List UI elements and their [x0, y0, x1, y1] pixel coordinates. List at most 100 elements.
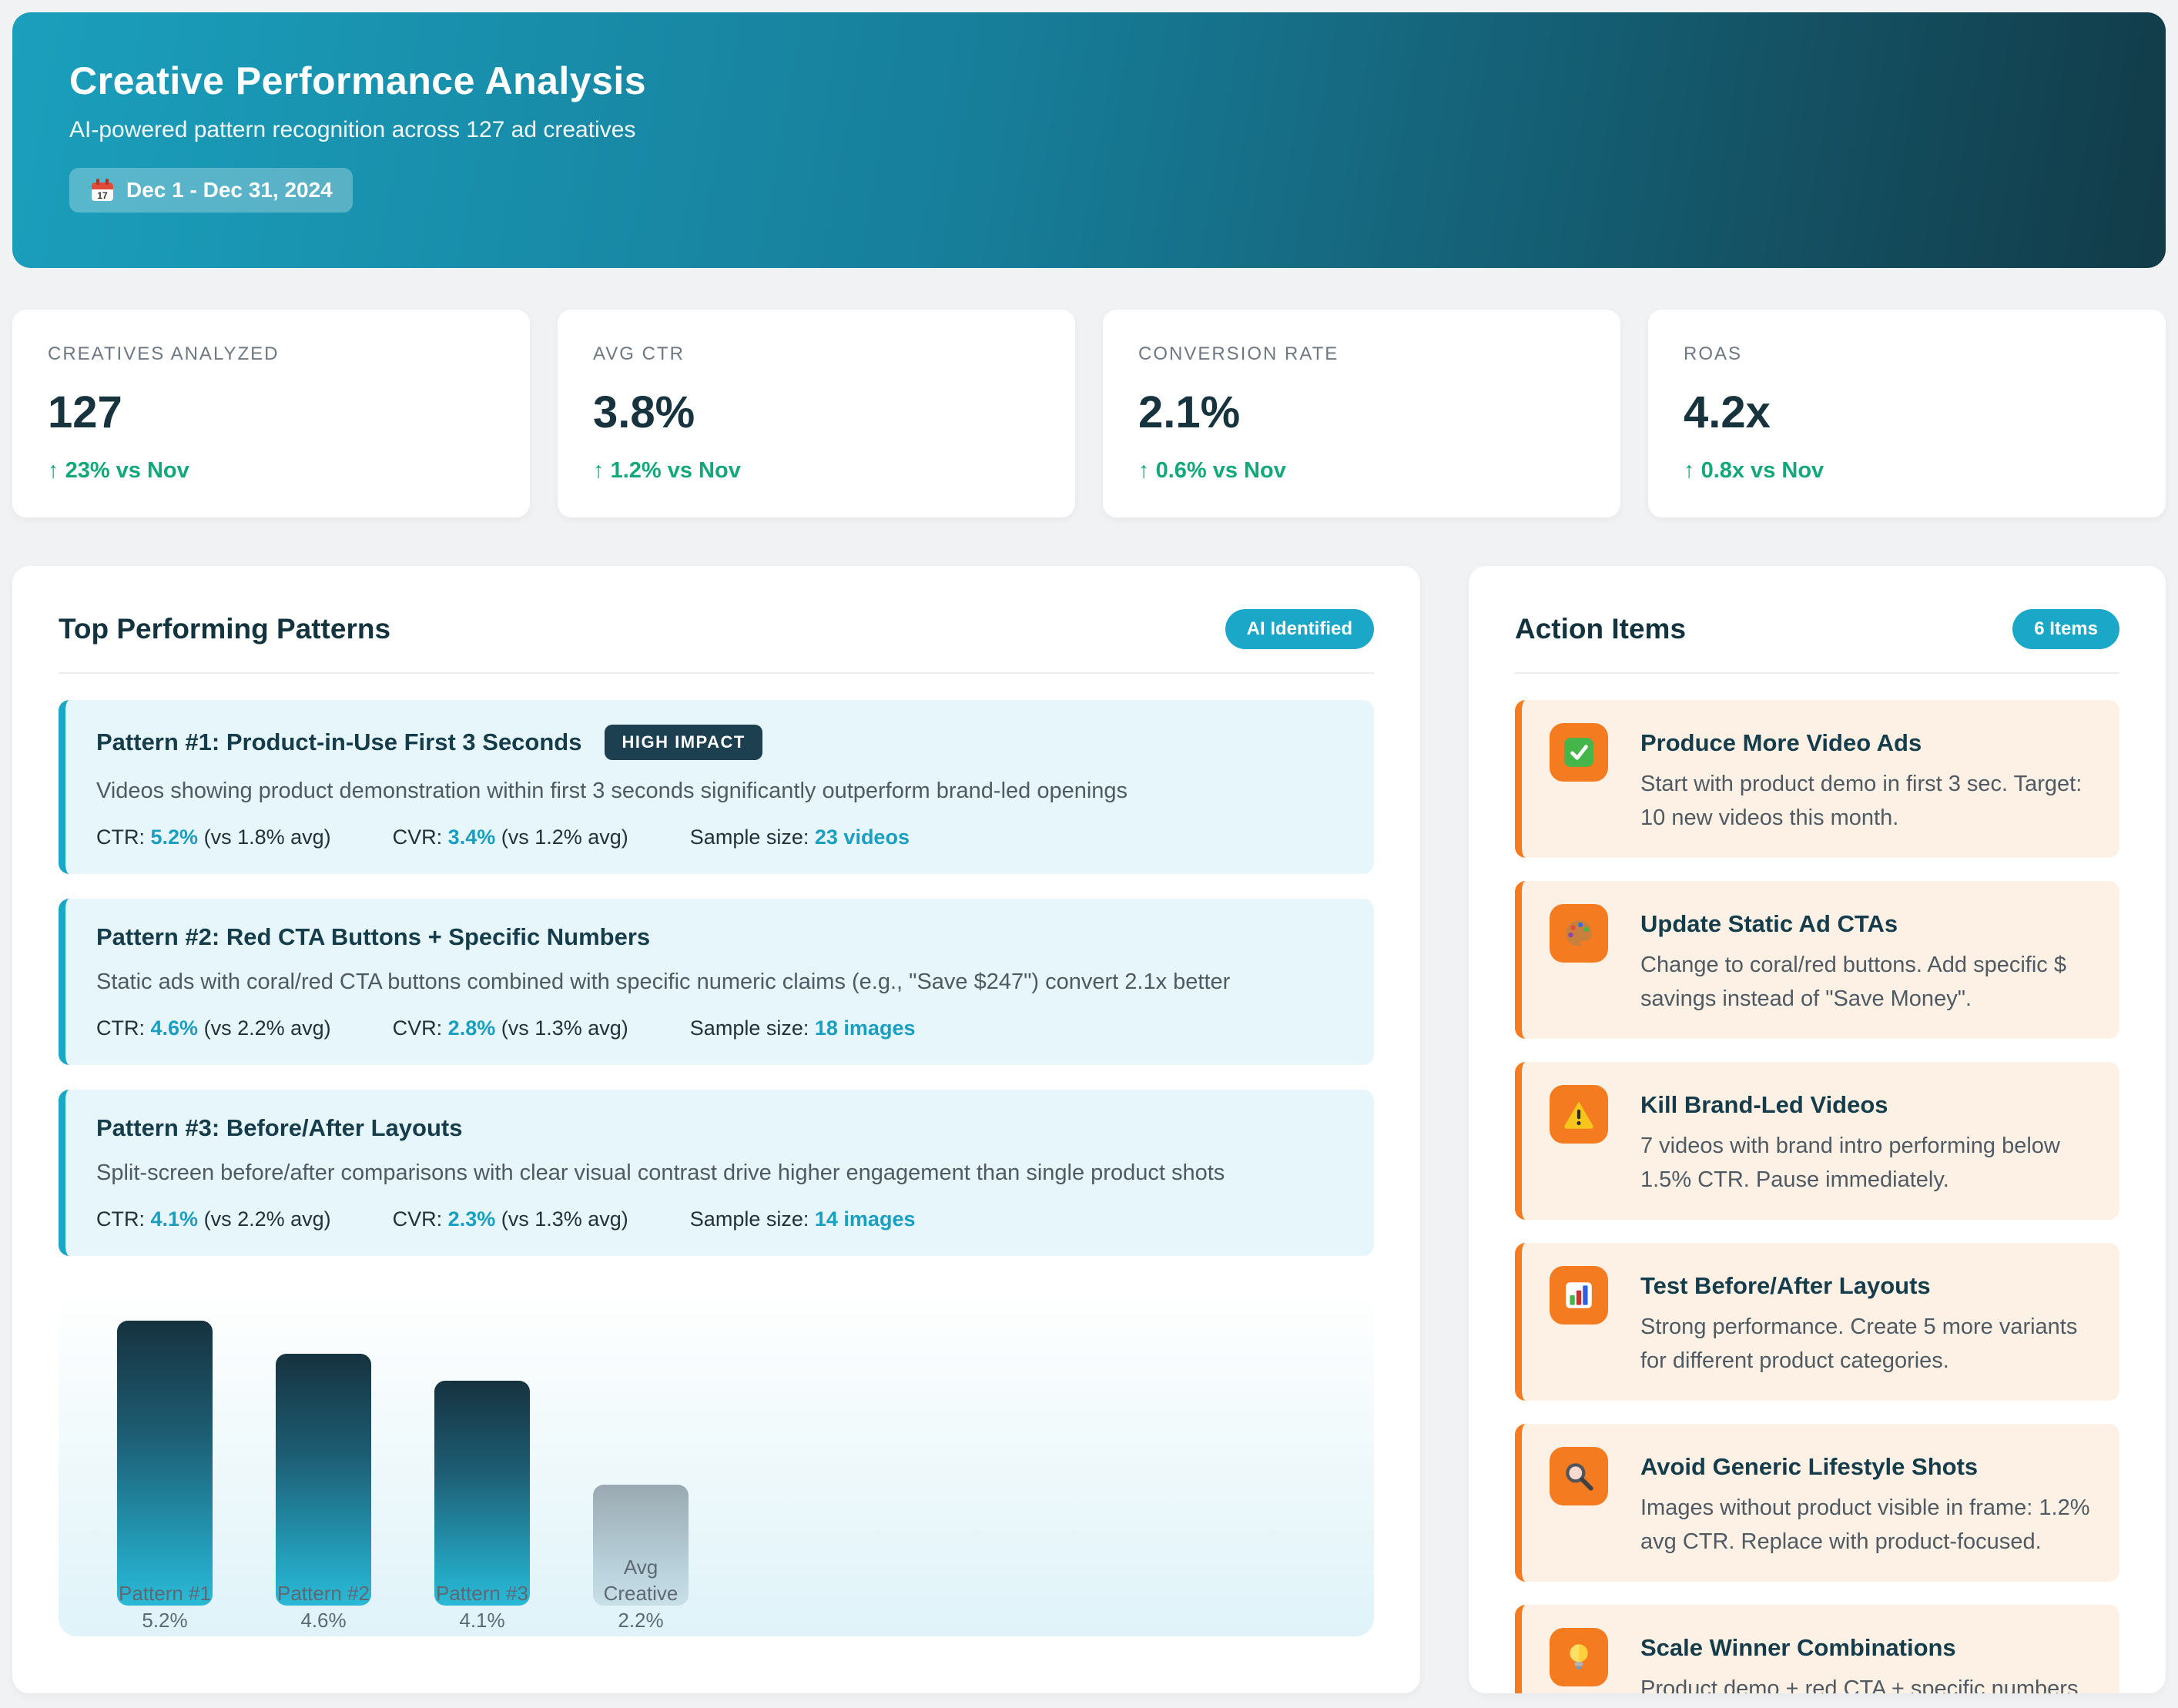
stat-delta-text: 23% vs Nov [65, 458, 189, 483]
bar-column: Pattern #1 5.2% [117, 1321, 213, 1632]
bar-label: Pattern #2 4.6% [271, 1580, 376, 1633]
up-arrow-icon: ↑ [1138, 458, 1150, 483]
cvr-vs: (vs 1.3% avg) [501, 1207, 628, 1231]
bar-category: Pattern #1 [119, 1582, 211, 1606]
pattern-stats: CTR: 4.6% (vs 2.2% avg) CVR: 2.8% (vs 1.… [96, 1016, 1343, 1040]
ctr-bar-chart: Pattern #1 5.2% Pattern #2 4.6% [59, 1290, 1374, 1636]
magnifier-icon [1550, 1447, 1608, 1505]
ctr-value: 4.6% [150, 1016, 199, 1040]
sample-value: 14 images [814, 1207, 916, 1231]
calendar-icon: 17 [89, 177, 116, 203]
ctr-label: CTR: [96, 826, 145, 849]
action-title: Kill Brand-Led Videos [1640, 1091, 1888, 1118]
stat-card-creatives: CREATIVES ANALYZED 127 ↑ 23% vs Nov [12, 310, 530, 517]
bar-value: 5.2% [142, 1608, 188, 1632]
ctr-vs: (vs 2.2% avg) [203, 1016, 331, 1040]
action-item-avoid-lifestyle-shots: Avoid Generic Lifestyle Shots Images wit… [1515, 1424, 2119, 1582]
stat-value: 4.2x [1684, 387, 1771, 437]
cvr-value: 2.3% [447, 1207, 496, 1231]
action-description: 7 videos with brand intro performing bel… [1640, 1134, 2060, 1192]
up-arrow-icon: ↑ [1684, 458, 1695, 483]
action-title: Avoid Generic Lifestyle Shots [1640, 1453, 1979, 1480]
main-content: Top Performing Patterns AI Identified Pa… [12, 566, 2166, 1693]
stat-value: 3.8% [593, 387, 695, 437]
date-range-chip[interactable]: 17 Dec 1 - Dec 31, 2024 [69, 168, 353, 213]
warning-icon [1550, 1085, 1608, 1144]
ctr-vs: (vs 1.8% avg) [203, 826, 331, 849]
pattern-stats: CTR: 4.1% (vs 2.2% avg) CVR: 2.3% (vs 1.… [96, 1207, 1343, 1231]
bar-pattern-2 [276, 1354, 371, 1606]
pattern-title: Pattern #3: Before/After Layouts [96, 1114, 463, 1141]
cvr-label: CVR: [392, 1207, 443, 1231]
bar-column: Avg Creative 2.2% [593, 1485, 689, 1632]
stat-value: 127 [48, 387, 122, 437]
stats-row: CREATIVES ANALYZED 127 ↑ 23% vs Nov AVG … [12, 310, 2166, 517]
bar-column: Pattern #3 4.1% [434, 1381, 530, 1632]
bar-value: 4.6% [300, 1608, 347, 1632]
ctr-label: CTR: [96, 1207, 145, 1231]
cvr-label: CVR: [392, 826, 443, 849]
cvr-value: 3.4% [447, 826, 496, 849]
up-arrow-icon: ↑ [593, 458, 605, 483]
stat-value: 2.1% [1138, 387, 1241, 437]
sample-value: 23 videos [814, 826, 910, 849]
sample-value: 18 images [814, 1016, 916, 1040]
items-count-badge: 6 Items [2012, 609, 2119, 649]
bar-label: Avg Creative 2.2% [588, 1554, 693, 1633]
ctr-value: 4.1% [150, 1207, 199, 1231]
bar-avg-creative [593, 1485, 689, 1606]
cvr-vs: (vs 1.2% avg) [501, 826, 628, 849]
action-items-panel-header: Action Items 6 Items [1515, 609, 2119, 649]
patterns-panel-header: Top Performing Patterns AI Identified [59, 609, 1374, 649]
lightbulb-icon [1550, 1628, 1608, 1686]
bar-label: Pattern #3 4.1% [430, 1580, 534, 1633]
date-range-label: Dec 1 - Dec 31, 2024 [126, 178, 333, 202]
sample-label: Sample size: [689, 826, 809, 849]
stat-label: CONVERSION RATE [1138, 343, 1339, 364]
action-item-scale-winners: Scale Winner Combinations Product demo +… [1515, 1605, 2119, 1693]
palette-icon [1550, 904, 1608, 963]
pattern-card-1: Pattern #1: Product-in-Use First 3 Secon… [59, 700, 1374, 874]
sample-label: Sample size: [689, 1016, 809, 1040]
pattern-card-3: Pattern #3: Before/After Layouts Split-s… [59, 1090, 1374, 1256]
action-description: Strong performance. Create 5 more varian… [1640, 1314, 2078, 1373]
stat-delta-text: 1.2% vs Nov [610, 458, 741, 483]
action-title: Scale Winner Combinations [1640, 1634, 1956, 1661]
bar-pattern-3 [434, 1381, 530, 1606]
bar-category: Pattern #3 [436, 1582, 528, 1606]
stat-card-roas: ROAS 4.2x ↑ 0.8x vs Nov [1648, 310, 2166, 517]
svg-text:17: 17 [97, 190, 108, 201]
stat-delta: ↑ 1.2% vs Nov [593, 458, 1040, 484]
action-items-panel: Action Items 6 Items Produce More Video … [1469, 566, 2166, 1693]
bar-value: 2.2% [618, 1608, 664, 1632]
ctr-vs: (vs 2.2% avg) [203, 1207, 331, 1231]
bar-label: Pattern #1 5.2% [112, 1580, 217, 1633]
pattern-description: Videos showing product demonstration wit… [96, 779, 1128, 803]
action-title: Update Static Ad CTAs [1640, 910, 1898, 937]
stat-label: CREATIVES ANALYZED [48, 343, 280, 364]
stat-delta: ↑ 0.6% vs Nov [1138, 458, 1585, 484]
ctr-value: 5.2% [150, 826, 199, 849]
stat-delta: ↑ 0.8x vs Nov [1684, 458, 2130, 484]
stat-delta-text: 0.8x vs Nov [1701, 458, 1824, 483]
action-description: Change to coral/red buttons. Add specifi… [1640, 953, 2066, 1011]
pattern-description: Split-screen before/after comparisons wi… [96, 1160, 1225, 1185]
bar-value: 4.1% [459, 1608, 505, 1632]
action-description: Images without product visible in frame:… [1640, 1495, 2090, 1554]
check-icon [1550, 723, 1608, 782]
cvr-label: CVR: [392, 1016, 443, 1040]
up-arrow-icon: ↑ [48, 458, 59, 483]
action-description: Product demo + red CTA + specific number… [1640, 1676, 2079, 1693]
stat-card-avg-ctr: AVG CTR 3.8% ↑ 1.2% vs Nov [558, 310, 1075, 517]
pattern-card-2: Pattern #2: Red CTA Buttons + Specific N… [59, 899, 1374, 1065]
stat-label: AVG CTR [593, 343, 685, 364]
pattern-description: Static ads with coral/red CTA buttons co… [96, 970, 1231, 994]
action-item-update-ctas: Update Static Ad CTAs Change to coral/re… [1515, 881, 2119, 1039]
stat-delta-text: 0.6% vs Nov [1155, 458, 1286, 483]
bar-chart-icon [1550, 1266, 1608, 1325]
pattern-stats: CTR: 5.2% (vs 1.8% avg) CVR: 3.4% (vs 1.… [96, 826, 1343, 849]
patterns-heading: Top Performing Patterns [59, 613, 391, 645]
page-header: Creative Performance Analysis AI-powered… [12, 12, 2166, 268]
bar-pattern-1 [117, 1321, 213, 1606]
